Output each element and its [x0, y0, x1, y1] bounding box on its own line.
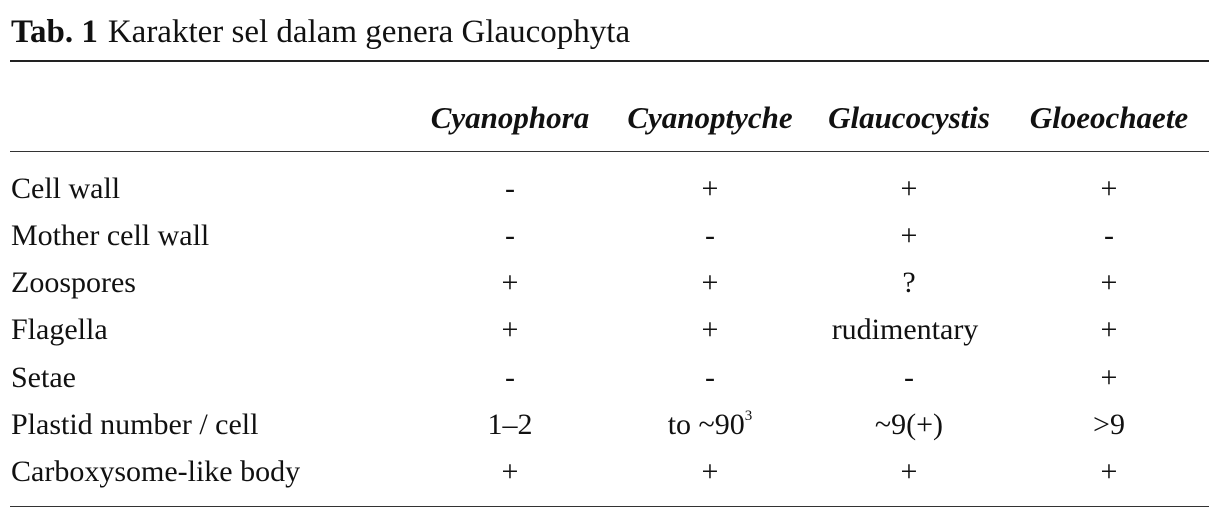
table-cell: to ~903 [610, 407, 810, 443]
table-cell: + [1100, 313, 1118, 346]
table-cell: + [1100, 361, 1118, 394]
table-cell: + [701, 266, 719, 299]
row-label: Cell wall [11, 172, 121, 205]
row-label: Carboxysome-like body [11, 455, 301, 488]
table-cell: + [701, 455, 719, 488]
table-cell: ~9(+) [874, 408, 944, 441]
table-cell: - [505, 361, 515, 394]
header-rule [10, 151, 1209, 152]
table-cell: >9 [1093, 408, 1125, 441]
table-cell: + [900, 172, 918, 205]
cell-text: to ~90 [667, 408, 745, 441]
row-label: Setae [11, 361, 76, 394]
table-cell: + [501, 455, 519, 488]
bottom-rule [10, 506, 1209, 507]
table-cell: - [705, 361, 715, 394]
row-label: Plastid number / cell [11, 408, 259, 441]
column-header-glaucocystis: Glaucocystis [828, 100, 990, 135]
table-cell: + [1100, 266, 1118, 299]
top-rule [10, 60, 1209, 62]
table-cell: 1–2 [487, 408, 533, 441]
table-cell: - [505, 219, 515, 252]
table-cell: + [1100, 172, 1118, 205]
footnote-marker: 3 [744, 408, 753, 424]
column-header-gloeochaete: Gloeochaete [1029, 100, 1189, 135]
table-cell: - [1104, 219, 1114, 252]
table-cell: + [900, 219, 918, 252]
table-cell: rudimentary [831, 313, 979, 346]
table-cell: + [900, 455, 918, 488]
table-cell: + [701, 313, 719, 346]
table-cell: - [505, 172, 515, 205]
table-cell: + [501, 266, 519, 299]
row-label: Zoospores [11, 266, 136, 299]
column-header-cyanoptyche: Cyanoptyche [627, 100, 793, 135]
table-number: Tab. 1 [11, 14, 98, 50]
table-cell: ? [902, 266, 916, 299]
column-header-cyanophora: Cyanophora [430, 100, 590, 135]
row-label: Flagella [11, 313, 108, 346]
row-label: Mother cell wall [11, 219, 210, 252]
table-cell: - [904, 361, 914, 394]
table-cell: + [501, 313, 519, 346]
table-cell: + [701, 172, 719, 205]
table-caption: Tab. 1 Karakter sel dalam genera Glaucoph… [11, 12, 630, 52]
table-title: Karakter sel dalam genera Glaucophyta [107, 14, 631, 50]
table-cell: - [705, 219, 715, 252]
table-cell: + [1100, 455, 1118, 488]
